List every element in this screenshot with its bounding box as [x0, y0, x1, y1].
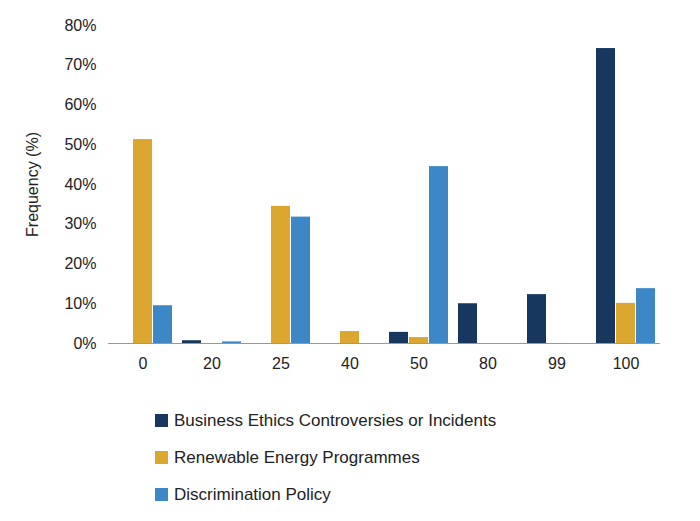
svg-text:30%: 30% [64, 215, 96, 232]
svg-text:60%: 60% [64, 96, 96, 113]
svg-text:70%: 70% [64, 56, 96, 73]
html-text:Renewable Energy Programmes: Renewable Energy Programmes [174, 447, 420, 467]
svg-text:Frequency (%): Frequency (%) [24, 132, 41, 237]
svg-text:99: 99 [548, 355, 566, 372]
svg-text:100: 100 [613, 355, 640, 372]
svg-text:20: 20 [203, 355, 221, 372]
svg-text:80%: 80% [64, 17, 96, 34]
svg-text:80: 80 [479, 355, 497, 372]
svg-text:0%: 0% [73, 335, 96, 352]
svg-text:0: 0 [139, 355, 148, 372]
svg-text:20%: 20% [64, 255, 96, 272]
svg-text:10%: 10% [64, 295, 96, 312]
svg-text:50%: 50% [64, 136, 96, 153]
svg-text:40: 40 [341, 355, 359, 372]
html-text:Business Ethics Controversies: Business Ethics Controversies or Inciden… [174, 410, 497, 430]
svg-text:25: 25 [272, 355, 290, 372]
svg-text:40%: 40% [64, 176, 96, 193]
svg-text:50: 50 [410, 355, 428, 372]
html-text:Discrimination Policy: Discrimination Policy [174, 484, 331, 504]
